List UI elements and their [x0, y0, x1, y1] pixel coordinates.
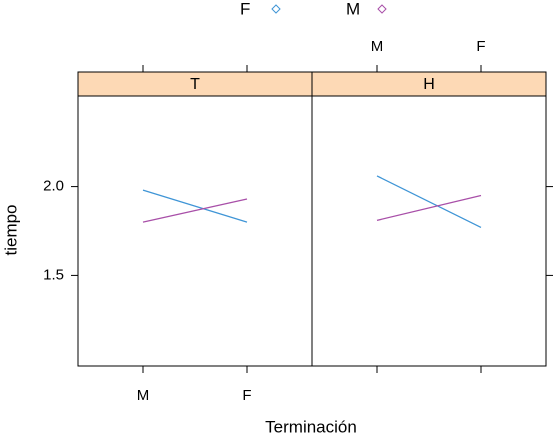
strip-label: H	[423, 76, 435, 93]
x-tick-label: F	[476, 38, 485, 55]
x-tick-label: F	[242, 387, 251, 404]
y-axis-title: tiempo	[1, 204, 20, 255]
legend-marker	[271, 4, 281, 14]
x-tick-label: M	[137, 387, 150, 404]
legend-marker	[377, 4, 387, 14]
strip	[77, 71, 313, 97]
line	[376, 175, 482, 229]
legend-label: F	[240, 0, 250, 18]
x-tick-label: M	[371, 38, 384, 55]
line	[142, 189, 248, 223]
strip-label: T	[190, 76, 200, 93]
panel	[77, 95, 313, 367]
line	[142, 198, 248, 223]
legend-label: M	[346, 0, 360, 18]
x-axis-title: Terminación	[265, 417, 357, 436]
panel	[311, 95, 547, 367]
y-tick-label: 1.5	[43, 266, 64, 283]
y-tick-label: 2.0	[43, 178, 64, 195]
line	[376, 194, 482, 221]
